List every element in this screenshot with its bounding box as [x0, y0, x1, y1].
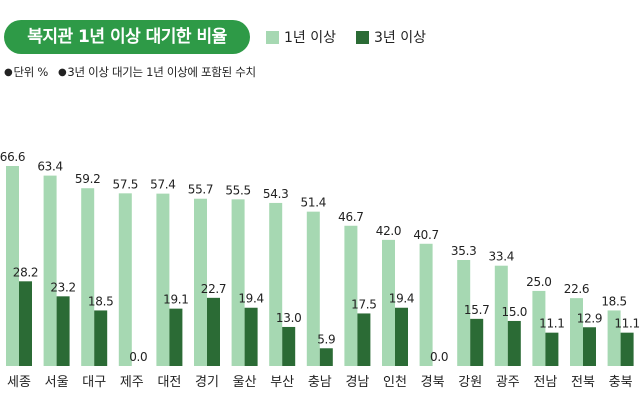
bar-series1-14	[532, 290, 546, 366]
category-label-3: 제주	[120, 375, 144, 390]
bar-series2-12	[470, 318, 484, 366]
data-label-series1-10: 42.0	[376, 224, 402, 238]
bar-series1-5	[194, 198, 207, 366]
bar-series2-5	[207, 297, 220, 366]
category-label-11: 경북	[421, 375, 445, 390]
bar-series2-2	[94, 310, 108, 366]
data-label-series1-1: 63.4	[37, 160, 63, 174]
data-label-series1-9: 46.7	[338, 210, 364, 224]
data-label-series1-7: 54.3	[263, 187, 289, 201]
data-label-series1-16: 18.5	[601, 294, 627, 308]
bullet-dot-icon: ●	[4, 66, 13, 78]
bar-series1-13	[494, 265, 508, 366]
category-label-8: 충남	[308, 375, 332, 390]
data-label-series2-11: 0.0	[430, 350, 448, 364]
data-label-series2-0: 28.2	[13, 265, 39, 279]
data-label-series2-4: 19.1	[163, 293, 189, 307]
bar-series2-8	[319, 348, 333, 366]
data-label-series1-11: 40.7	[413, 228, 439, 242]
category-label-16: 충북	[609, 375, 633, 390]
bar-series2-0	[19, 281, 32, 366]
bar-series2-6	[244, 307, 258, 366]
data-label-series2-12: 15.7	[464, 303, 490, 317]
category-label-5: 경기	[195, 375, 219, 390]
category-label-13: 광주	[496, 375, 520, 390]
data-label-series1-14: 25.0	[526, 275, 552, 289]
footnote: 3년 이상 대기는 1년 이상에 포함된 수치	[67, 65, 256, 79]
bar-series2-15	[583, 327, 596, 366]
bar-series2-16	[620, 332, 634, 366]
category-label-7: 부산	[270, 375, 294, 390]
legend-item-series2: 3년 이상	[356, 27, 426, 47]
category-label-14: 전남	[533, 375, 557, 390]
bar-series1-11	[419, 243, 433, 366]
category-label-12: 강원	[458, 375, 482, 390]
data-label-series2-8: 5.9	[317, 332, 335, 346]
legend-swatch-light-icon	[266, 30, 279, 44]
bar-series2-4	[169, 308, 183, 366]
category-label-1: 서울	[45, 375, 69, 390]
bar-series1-9	[344, 225, 358, 366]
data-label-series1-15: 22.6	[564, 282, 590, 296]
legend-item-series1: 1년 이상	[266, 27, 336, 47]
bar-series1-1	[43, 175, 57, 366]
data-label-series2-10: 19.4	[389, 292, 415, 306]
data-label-series2-5: 22.7	[201, 282, 227, 296]
category-label-9: 경남	[345, 375, 369, 390]
bar-series1-6	[231, 199, 245, 366]
bar-series2-7	[282, 326, 296, 366]
bar-series2-10	[395, 307, 408, 366]
legend-label-series2: 3년 이상	[374, 30, 426, 46]
data-label-series1-5: 55.7	[188, 183, 214, 197]
data-label-series1-8: 51.4	[301, 196, 327, 210]
data-label-series1-3: 57.5	[113, 177, 139, 191]
bar-series2-14	[545, 332, 559, 366]
category-label-6: 울산	[233, 375, 257, 390]
data-label-series1-2: 59.2	[75, 172, 101, 186]
category-label-10: 인천	[383, 375, 407, 390]
data-label-series2-7: 13.0	[276, 311, 302, 325]
category-label-15: 전북	[571, 375, 595, 390]
data-label-series2-2: 18.5	[88, 294, 114, 308]
bar-series2-13	[507, 320, 521, 366]
data-label-series2-6: 19.4	[238, 292, 264, 306]
data-label-series2-13: 15.0	[502, 305, 528, 319]
bullet-dot-icon: ●	[57, 66, 67, 78]
bar-series1-3	[118, 193, 132, 366]
data-label-series2-15: 12.9	[577, 311, 603, 325]
bar-series1-2	[81, 188, 95, 366]
data-label-series2-1: 23.2	[50, 280, 76, 294]
category-label-0: 세종	[7, 375, 31, 390]
data-label-series2-16: 11.1	[614, 317, 640, 331]
data-label-series1-6: 55.5	[225, 183, 251, 197]
bar-series1-8	[306, 211, 320, 366]
data-label-series1-0: 66.6	[0, 150, 25, 164]
chart-title: 복지관 1년 이상 대기한 비율	[4, 20, 250, 54]
data-label-series2-14: 11.1	[539, 317, 565, 331]
legend-label-series1: 1년 이상	[284, 30, 336, 46]
bar-series2-9	[357, 313, 371, 366]
data-label-series1-4: 57.4	[150, 178, 176, 192]
bar-series1-12	[457, 259, 471, 366]
data-label-series1-12: 35.3	[451, 244, 477, 258]
chart-note: ● 단위 % ● 3년 이상 대기는 1년 이상에 포함된 수치	[4, 64, 256, 80]
bar-series1-10	[382, 239, 395, 366]
legend-swatch-dark-icon	[356, 30, 369, 44]
bar-series1-7	[269, 202, 283, 366]
bar-series2-1	[56, 296, 70, 366]
bar-series1-0	[6, 166, 19, 366]
data-label-series1-13: 33.4	[489, 250, 515, 264]
category-label-4: 대전	[157, 375, 181, 390]
bar-series1-4	[156, 193, 170, 366]
unit-label: 단위 %	[13, 65, 48, 79]
category-label-2: 대구	[82, 375, 106, 390]
bar-series1-16	[607, 310, 621, 366]
bar-series1-15	[570, 298, 583, 366]
data-label-series2-9: 17.5	[351, 297, 377, 311]
data-label-series2-3: 0.0	[129, 350, 147, 364]
